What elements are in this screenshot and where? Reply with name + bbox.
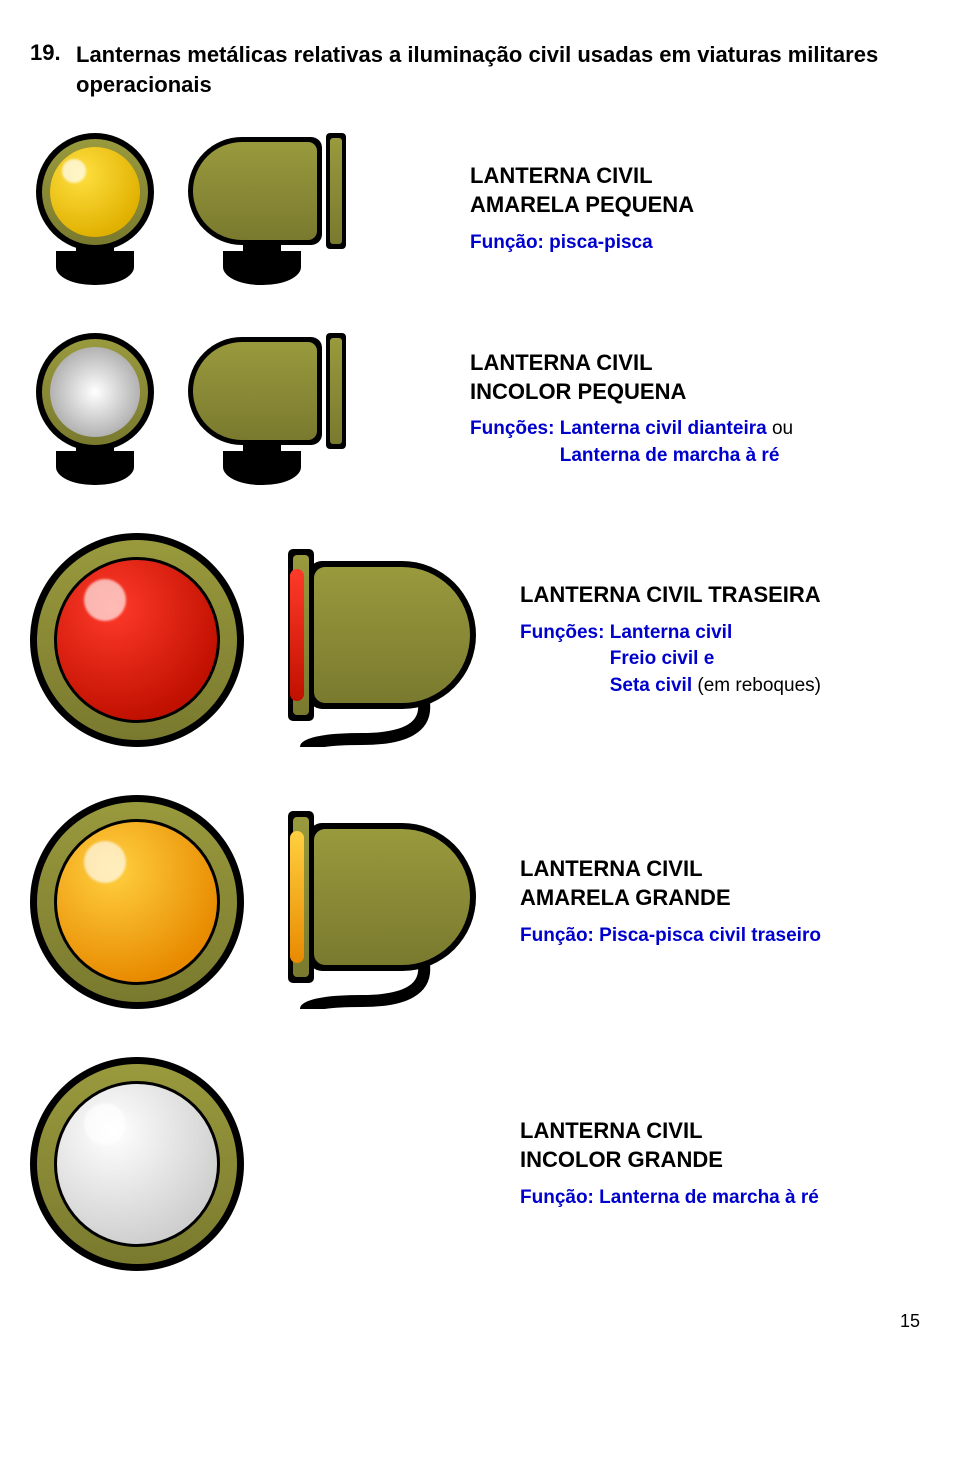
lamp-row-amber-large: LANTERNA CIVIL AMARELA GRANDE Função: Pi…: [30, 795, 930, 1009]
title-line2: AMARELA GRANDE: [520, 885, 731, 910]
func-label: Funções:: [520, 622, 604, 643]
lamp-images: [30, 133, 460, 285]
func-line2: Lanterna de marcha à ré: [560, 445, 780, 466]
lamp-front-icon: [30, 1057, 244, 1271]
func-ou: ou: [772, 418, 793, 439]
lamp-text: LANTERNA CIVIL AMARELA PEQUENA Função: p…: [460, 162, 930, 256]
lamp-front-icon: [30, 533, 244, 747]
func-value: pisca-pisca: [549, 232, 653, 253]
lamp-text: LANTERNA CIVIL INCOLOR PEQUENA Funções: …: [460, 349, 930, 469]
lamp-side-icon: [262, 795, 502, 1009]
title-line1: LANTERNA CIVIL: [520, 1118, 703, 1143]
func-label: Função:: [470, 232, 544, 253]
lamp-images: [30, 533, 510, 747]
title-line2: INCOLOR GRANDE: [520, 1147, 723, 1172]
lamp-side-icon: [178, 133, 346, 285]
lamp-images: [30, 1057, 510, 1271]
title-line2: AMARELA PEQUENA: [470, 192, 694, 217]
heading-text: Lanternas metálicas relativas a iluminaç…: [76, 40, 930, 99]
lamp-row-yellow-small: LANTERNA CIVIL AMARELA PEQUENA Função: p…: [30, 133, 930, 285]
lamp-front-icon: [30, 333, 160, 485]
lamp-images: [30, 333, 460, 485]
heading-number: 19.: [30, 40, 76, 66]
section-heading: 19. Lanternas metálicas relativas a ilum…: [30, 40, 930, 99]
lamp-row-red-rear: LANTERNA CIVIL TRASEIRA Funções: Lantern…: [30, 533, 930, 747]
func-label: Função:: [520, 925, 594, 946]
func-value: Pisca-pisca civil traseiro: [599, 925, 821, 946]
lamp-images: [30, 795, 510, 1009]
lamp-text: LANTERNA CIVIL AMARELA GRANDE Função: Pi…: [510, 855, 930, 949]
lamp-side-icon: [178, 333, 346, 485]
title-line1: LANTERNA CIVIL: [470, 350, 653, 375]
lamp-front-icon: [30, 133, 160, 285]
func-line1: Funções: Lanterna civil dianteira: [470, 418, 767, 439]
lamp-text: LANTERNA CIVIL TRASEIRA Funções: Lantern…: [510, 581, 930, 699]
title-line1: LANTERNA CIVIL: [520, 856, 703, 881]
page-number: 15: [30, 1311, 930, 1332]
func-l1: Lanterna civil: [610, 622, 733, 643]
title-line1: LANTERNA CIVIL: [470, 163, 653, 188]
func-l3a: Seta civil: [610, 675, 692, 696]
lamp-front-icon: [30, 795, 244, 1009]
title: LANTERNA CIVIL TRASEIRA: [520, 581, 930, 610]
lamp-row-colorless-large: LANTERNA CIVIL INCOLOR GRANDE Função: La…: [30, 1057, 930, 1271]
lamp-side-icon: [262, 533, 502, 747]
func-l2: Freio civil e: [610, 648, 715, 669]
func-value: Lanterna de marcha à ré: [599, 1187, 819, 1208]
func-l3b: (em reboques): [697, 675, 821, 696]
lamp-row-colorless-small: LANTERNA CIVIL INCOLOR PEQUENA Funções: …: [30, 333, 930, 485]
func-label: Função:: [520, 1187, 594, 1208]
lamp-text: LANTERNA CIVIL INCOLOR GRANDE Função: La…: [510, 1117, 930, 1211]
title-line2: INCOLOR PEQUENA: [470, 379, 686, 404]
